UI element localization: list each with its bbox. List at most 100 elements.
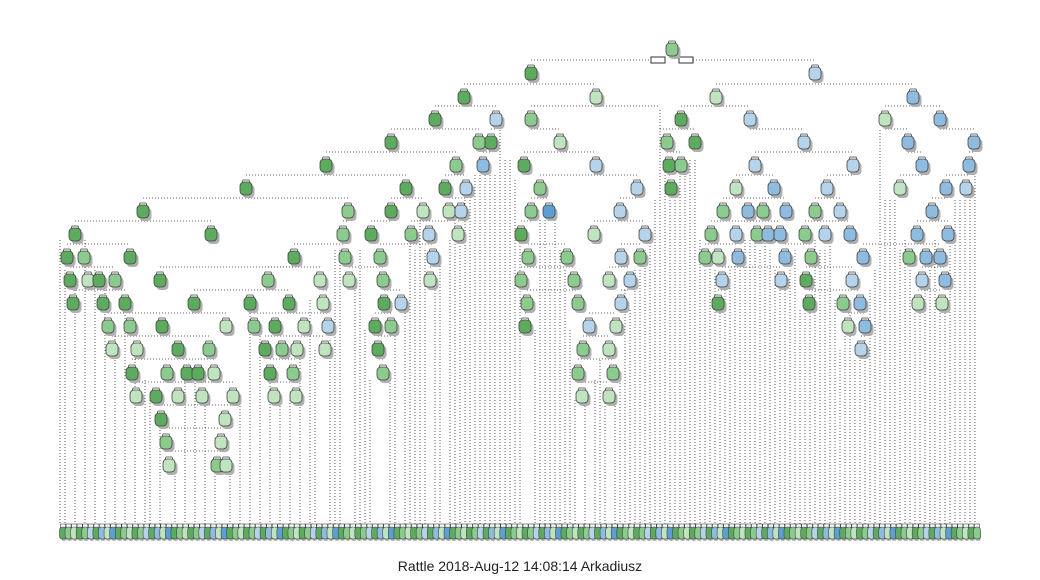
tree-node [542, 202, 558, 221]
tree-node [804, 248, 820, 267]
tree-node [729, 179, 745, 198]
tree-node [517, 156, 533, 175]
tree-node [846, 156, 862, 175]
tree-node [399, 179, 415, 198]
tree-node [711, 294, 727, 313]
tree-node [394, 294, 410, 313]
tree-node [935, 294, 951, 313]
tree-node [129, 387, 145, 406]
leaf-node [633, 523, 642, 541]
tree-node [195, 387, 211, 406]
tree-node [514, 271, 530, 290]
root-node [665, 40, 681, 59]
tree-node [704, 225, 720, 244]
tree-node [778, 248, 794, 267]
tree-node [96, 294, 112, 313]
tree-node [878, 110, 894, 129]
tree-node [841, 317, 857, 336]
tree-node [709, 88, 725, 107]
leaf-node [153, 523, 162, 541]
tree-node [404, 225, 420, 244]
tree-node [239, 179, 255, 198]
tree-node [623, 271, 639, 290]
tree-node [798, 225, 814, 244]
leaf-node [967, 523, 976, 541]
tree-node [204, 225, 220, 244]
tree-node [750, 225, 766, 244]
tree-node [919, 248, 935, 267]
tree-node [105, 340, 121, 359]
tree-nodes [60, 40, 983, 475]
tree-node [376, 271, 392, 290]
tree-node [153, 271, 169, 290]
tree-node [773, 225, 789, 244]
tree-node [171, 340, 187, 359]
tree-node [664, 179, 680, 198]
tree-node [833, 202, 849, 221]
tree-node [674, 110, 690, 129]
tree-node [933, 110, 949, 129]
tree-node [711, 248, 727, 267]
tree-node [613, 202, 629, 221]
tree-node [426, 248, 442, 267]
leaf-row [59, 523, 981, 541]
tree-node [731, 248, 747, 267]
tree-node [575, 387, 591, 406]
tree-node [489, 110, 505, 129]
tree-node [520, 294, 536, 313]
tree-node [247, 317, 263, 336]
tree-node [854, 340, 870, 359]
tree-node [451, 225, 467, 244]
tree-node [743, 110, 759, 129]
tree-node [748, 156, 764, 175]
tree-node [422, 225, 438, 244]
leaf-node [622, 523, 630, 541]
leaf-node [410, 523, 419, 541]
leaf-node [142, 523, 151, 541]
root-split-label-left [650, 56, 666, 64]
tree-node [959, 179, 975, 198]
tree-node [576, 340, 592, 359]
tree-node [290, 340, 306, 359]
tree-node [514, 225, 530, 244]
tree-node [906, 88, 922, 107]
tree-node [925, 202, 941, 221]
tree-node [207, 364, 223, 383]
leaf-node [365, 523, 374, 541]
tree-node [476, 156, 492, 175]
tree-node [911, 294, 927, 313]
tree-node [243, 294, 259, 313]
tree-node [779, 202, 795, 221]
leaf-node [237, 523, 246, 541]
tree-node [472, 133, 488, 152]
tree-node [210, 456, 226, 475]
tree-node [660, 133, 676, 152]
tree-node [518, 317, 534, 336]
tree-node [297, 317, 313, 336]
tree-node [602, 271, 618, 290]
tree-node [316, 294, 332, 313]
tree-node [524, 64, 540, 83]
tree-node [698, 248, 714, 267]
tree-node [155, 317, 171, 336]
tree-node [818, 225, 834, 244]
tree-node [187, 294, 203, 313]
tree-node [123, 248, 139, 267]
tree-node [66, 294, 82, 313]
tree-node [716, 202, 732, 221]
tree-node [136, 202, 152, 221]
tree-node [154, 410, 170, 429]
tree-node [571, 364, 587, 383]
tree-node [454, 202, 470, 221]
tree-node [820, 179, 836, 198]
tree-node [171, 387, 187, 406]
tree-node [901, 133, 917, 152]
tree-node [524, 110, 540, 129]
tree-node [967, 133, 983, 152]
tree-node [313, 271, 329, 290]
tree-node [371, 340, 387, 359]
tree-node [282, 294, 298, 313]
tree-node [609, 317, 625, 336]
leaf-node [549, 523, 558, 541]
